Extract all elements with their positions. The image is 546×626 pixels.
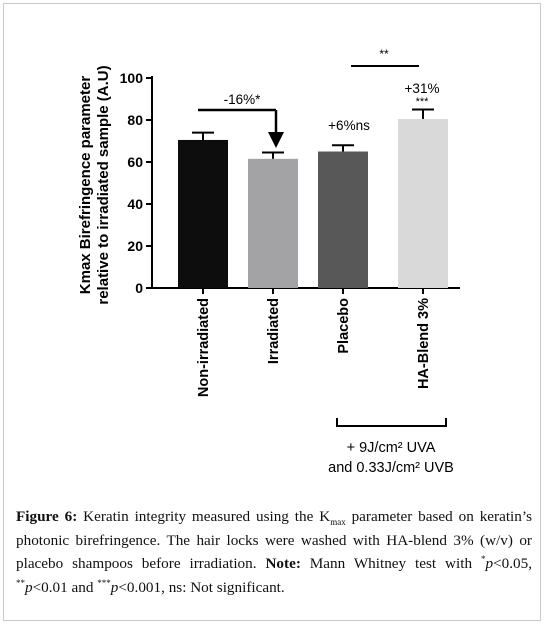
y-axis-label-line1: Kmax Birefringence parameter bbox=[77, 76, 94, 295]
figure-caption: Figure 6: Keratin integrity measured usi… bbox=[16, 508, 532, 598]
bar bbox=[178, 139, 228, 288]
x-tick-label: Non-irradiated bbox=[196, 298, 212, 397]
y-tick-label: 60 bbox=[127, 154, 143, 170]
caption-sup-2: ** bbox=[16, 577, 25, 588]
change-arrow-head bbox=[268, 132, 284, 148]
ha-significance-stars: *** bbox=[416, 96, 430, 108]
ha-change-label: +31% bbox=[405, 81, 440, 96]
caption-p-3: p bbox=[110, 578, 119, 596]
bars-group: Non-irradiated Irradiated Placebo HA-Blend … bbox=[178, 108, 448, 397]
caption-value-1: <0.05, bbox=[493, 555, 533, 573]
caption-sup-3: *** bbox=[97, 577, 111, 588]
bar-chart: 0 20 40 60 80 100 Non-irradiated Irradiated Pla… bbox=[77, 47, 460, 476]
bar bbox=[248, 158, 298, 288]
irradiation-label-line2: and 0.33J/cm² UVB bbox=[328, 460, 454, 476]
y-tick-label: 80 bbox=[127, 112, 143, 128]
caption-label: Figure 6: bbox=[16, 508, 78, 525]
caption-p-2: p bbox=[25, 578, 33, 596]
caption-subscript: max bbox=[330, 517, 346, 528]
x-tick-label: Irradiated bbox=[266, 298, 282, 364]
y-tick-label: 0 bbox=[135, 280, 143, 296]
irradiated-change-label: -16%* bbox=[224, 92, 262, 107]
caption-value-3: <0.001, ns: Not significant. bbox=[118, 578, 285, 596]
caption-text-1: Keratin integrity measured using the K bbox=[77, 508, 331, 525]
y-tick-label: 100 bbox=[120, 70, 144, 86]
caption-note-text-1: Mann Whitney test with bbox=[300, 555, 481, 573]
caption-p-1: p bbox=[485, 555, 494, 573]
caption-value-2: <0.01 and bbox=[32, 578, 98, 596]
placebo-change-label: +6%ns bbox=[328, 118, 370, 133]
y-axis-label-line2: relative to irradiated sample (A.U) bbox=[95, 65, 112, 304]
x-tick-label: Placebo bbox=[336, 298, 352, 354]
x-tick-label: HA-Blend 3% bbox=[416, 298, 432, 389]
irradiation-label-line1: + 9J/cm² UVA bbox=[347, 440, 436, 456]
caption-note-label: Note: bbox=[265, 555, 301, 573]
annotations-group: -16%*+6%ns+31%***** bbox=[198, 47, 439, 148]
y-tick-label: 20 bbox=[127, 238, 143, 254]
bracket-significance-stars: ** bbox=[379, 47, 389, 61]
caption-sup-1: * bbox=[480, 554, 486, 565]
bar bbox=[318, 151, 368, 288]
y-tick-label: 40 bbox=[127, 196, 143, 212]
figure-frame bbox=[3, 3, 541, 621]
bar bbox=[398, 118, 448, 288]
caption-text-2: parameter based on keratin’s photonic bi… bbox=[16, 508, 532, 573]
